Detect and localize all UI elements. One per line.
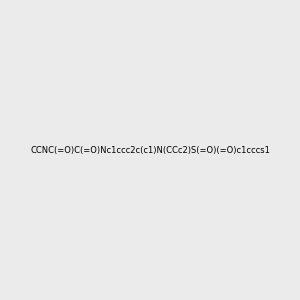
Text: CCNC(=O)C(=O)Nc1ccc2c(c1)N(CCc2)S(=O)(=O)c1cccs1: CCNC(=O)C(=O)Nc1ccc2c(c1)N(CCc2)S(=O)(=O… — [30, 146, 270, 154]
